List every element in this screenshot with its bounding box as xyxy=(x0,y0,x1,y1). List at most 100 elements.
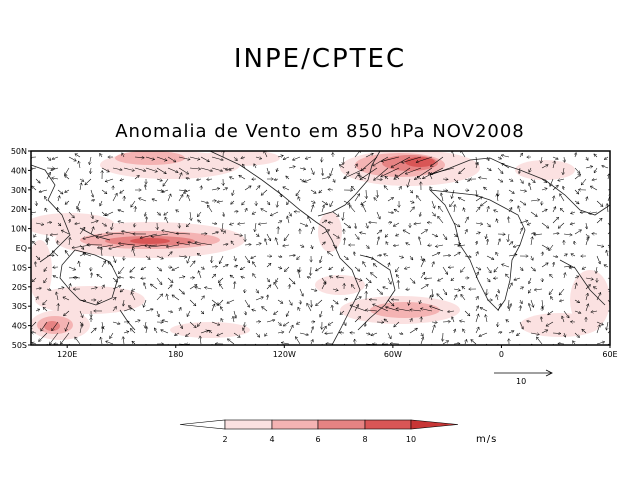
wind-vector xyxy=(35,223,44,225)
wind-vector xyxy=(582,329,587,334)
wind-vector xyxy=(552,157,558,159)
wind-vector xyxy=(465,229,467,235)
wind-vector xyxy=(366,189,367,199)
wind-vector xyxy=(80,324,82,334)
wind-vector xyxy=(296,322,301,325)
wind-vector xyxy=(438,216,444,224)
wind-vector xyxy=(563,186,564,191)
wind-vector xyxy=(63,310,70,316)
wind-vector xyxy=(112,255,116,263)
wind-vector xyxy=(122,153,124,158)
wind-vector xyxy=(57,207,58,213)
wind-vector xyxy=(494,210,499,212)
wind-vector xyxy=(288,325,293,334)
wind-vector xyxy=(299,332,309,335)
wind-vector xyxy=(134,175,139,180)
wind-vector xyxy=(283,245,290,246)
wind-vector xyxy=(31,212,37,213)
colorbar-label: 2 xyxy=(222,435,227,444)
wind-vector xyxy=(206,179,213,180)
wind-vector xyxy=(252,262,257,268)
wind-vector xyxy=(307,277,312,278)
wind-vector xyxy=(495,252,498,257)
wind-vector xyxy=(211,156,223,160)
wind-vector xyxy=(178,321,183,329)
wind-vector xyxy=(189,156,200,159)
wind-vector xyxy=(464,217,468,224)
wind-vector xyxy=(430,156,444,167)
wind-vector xyxy=(289,211,291,216)
wind-vector xyxy=(311,339,313,345)
wind-vector xyxy=(151,233,169,237)
wind-vector xyxy=(604,157,609,160)
wind-vectors xyxy=(31,151,610,345)
wind-vector xyxy=(96,233,114,238)
wind-vector xyxy=(366,222,368,228)
wind-vector xyxy=(336,277,345,278)
wind-vector xyxy=(541,156,542,163)
wind-vector xyxy=(531,237,532,246)
wind-vector xyxy=(505,274,510,279)
wind-vector xyxy=(559,288,565,295)
wind-vector xyxy=(146,217,147,224)
wind-vector xyxy=(255,234,259,236)
wind-vector xyxy=(531,255,533,260)
wind-vector xyxy=(376,230,382,235)
wind-vector xyxy=(530,178,535,183)
wind-vector xyxy=(437,294,444,301)
wind-vector xyxy=(227,339,235,345)
wind-vector xyxy=(79,300,86,301)
wind-vector xyxy=(75,153,81,158)
wind-vector xyxy=(148,244,169,247)
wind-vector xyxy=(342,266,344,271)
wind-vector xyxy=(35,178,40,183)
wind-vector xyxy=(365,333,370,334)
lat-label: 50N xyxy=(11,147,27,156)
wind-vector xyxy=(83,253,92,257)
wind-vector xyxy=(288,299,292,305)
wind-vector xyxy=(552,185,558,191)
wind-vector xyxy=(475,314,479,323)
wind-vector xyxy=(266,320,275,323)
lat-label: 50S xyxy=(12,341,27,350)
wind-vector xyxy=(435,245,444,247)
wind-vector xyxy=(286,176,290,180)
wind-vector xyxy=(185,332,191,337)
wind-vector xyxy=(381,156,400,161)
wind-vector xyxy=(384,319,389,323)
wind-vector xyxy=(321,177,330,180)
wind-vector xyxy=(174,332,180,336)
wind-vector xyxy=(563,234,572,235)
wind-vector xyxy=(321,205,324,213)
wind-vector xyxy=(261,189,268,195)
wind-vector xyxy=(519,178,523,184)
wind-vector xyxy=(558,179,565,181)
wind-vector xyxy=(245,310,246,315)
wind-vector xyxy=(35,262,36,268)
wind-vector xyxy=(120,189,125,193)
wind-vector xyxy=(463,329,465,334)
wind-vector xyxy=(530,333,539,335)
wind-vector xyxy=(296,189,301,196)
wind-vector xyxy=(261,209,268,213)
wind-vector xyxy=(398,333,403,334)
wind-vector xyxy=(223,211,224,217)
wind-vector xyxy=(132,244,147,247)
wind-vector xyxy=(134,157,144,158)
colorbar-label: 8 xyxy=(362,435,367,444)
wind-vector xyxy=(266,263,271,268)
wind-vector xyxy=(111,222,113,230)
wind-vector xyxy=(351,186,356,191)
wind-vector xyxy=(234,310,236,318)
wind-vector xyxy=(442,332,443,341)
wind-vector xyxy=(189,284,197,290)
wind-vector xyxy=(385,233,389,237)
wind-vector xyxy=(358,175,367,180)
wind-vector xyxy=(69,237,70,246)
lon-label: 120E xyxy=(57,350,77,359)
wind-vector xyxy=(558,222,565,228)
lat-label: EQ xyxy=(16,244,27,253)
wind-vector xyxy=(332,244,337,248)
wind-vector xyxy=(520,299,523,304)
wind-vector xyxy=(283,321,290,326)
